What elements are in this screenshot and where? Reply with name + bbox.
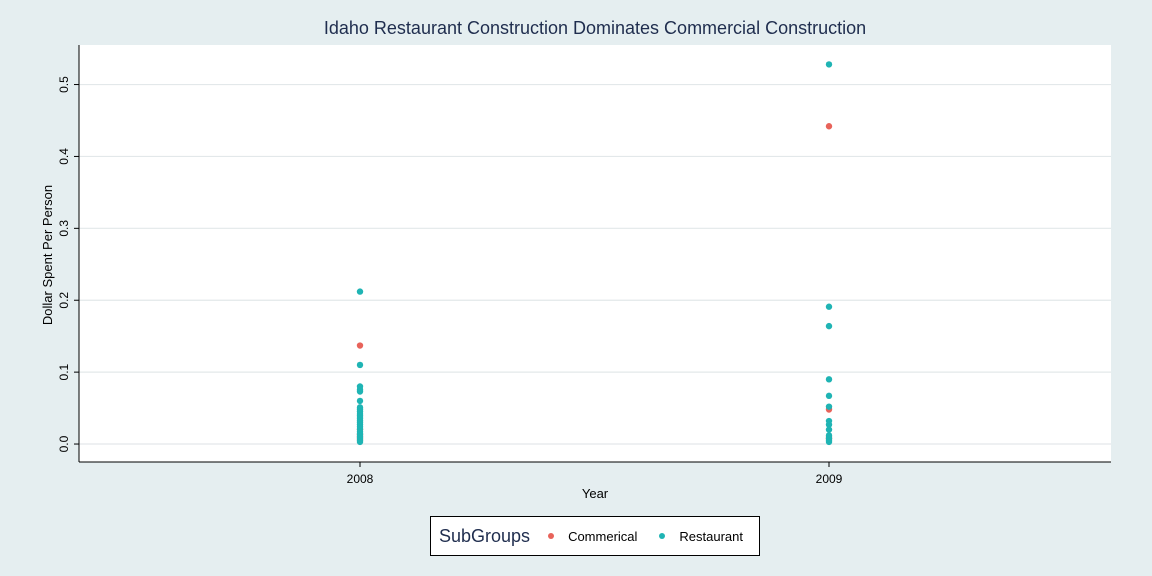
data-point-commerical xyxy=(356,342,364,349)
data-point-commerical xyxy=(825,123,833,130)
y-tick-label: 0.4 xyxy=(57,148,71,165)
legend-marker-commerical xyxy=(548,533,555,539)
data-point-restaurant xyxy=(825,376,833,383)
x-tick-label: 2008 xyxy=(347,472,374,486)
data-point-restaurant xyxy=(825,438,833,446)
data-point-restaurant xyxy=(356,288,364,295)
legend-marker-restaurant xyxy=(659,533,666,539)
y-tick-label: 0.2 xyxy=(57,292,71,309)
y-axis-title: Dollar Spent Per Person xyxy=(40,185,55,325)
x-tick-label: 2009 xyxy=(816,472,843,486)
legend-label-restaurant: Restaurant xyxy=(679,528,743,544)
data-point-restaurant xyxy=(825,392,833,400)
data-point-restaurant xyxy=(356,361,364,369)
data-point-restaurant xyxy=(356,388,364,395)
legend-title: SubGroups xyxy=(439,525,531,546)
data-point-restaurant xyxy=(825,61,833,68)
y-tick-label: 0.3 xyxy=(57,220,71,237)
y-tick-label: 0.5 xyxy=(57,76,71,93)
data-point-restaurant xyxy=(825,421,833,428)
legend-label-commerical: Commerical xyxy=(568,528,638,544)
x-axis-title: Year xyxy=(582,486,609,501)
legend-item-commerical: Commerical xyxy=(548,529,637,544)
data-point-restaurant xyxy=(825,403,833,410)
legend: SubGroups Commerical Restaurant xyxy=(430,516,760,556)
x-ticks: 2008 2009 xyxy=(347,462,843,486)
gridlines xyxy=(79,83,1111,445)
data-point-restaurant xyxy=(356,438,364,446)
chart-title: Idaho Restaurant Construction Dominates … xyxy=(324,18,866,38)
y-ticks: 0.0 0.1 0.2 0.3 0.4 0.5 xyxy=(57,76,79,452)
y-tick-label: 0.0 xyxy=(57,435,71,452)
axes xyxy=(78,45,1111,463)
data-point-restaurant xyxy=(825,322,833,330)
data-points xyxy=(356,61,833,446)
legend-item-restaurant: Restaurant xyxy=(659,529,743,544)
data-point-restaurant xyxy=(825,303,833,310)
plot-area xyxy=(79,45,1111,462)
data-point-restaurant xyxy=(356,397,364,405)
data-point-restaurant xyxy=(825,426,833,433)
y-tick-label: 0.1 xyxy=(57,363,71,380)
